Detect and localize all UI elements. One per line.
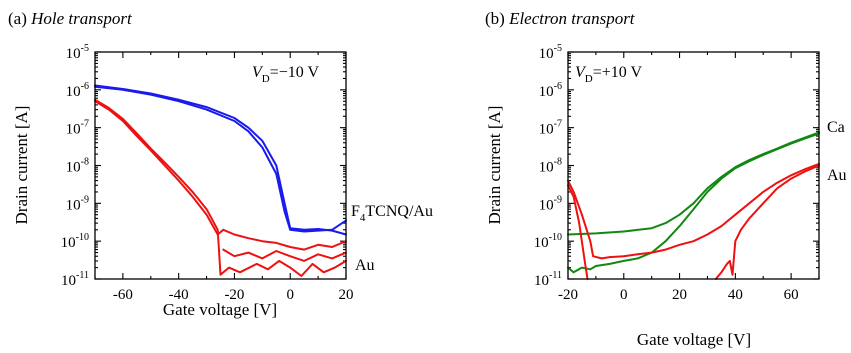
panel-a-ytick-label: 10-8 bbox=[66, 157, 89, 176]
panel-a-ytick-label: 10-5 bbox=[66, 43, 89, 62]
panel-b-series-label-au: Au bbox=[827, 167, 847, 184]
panel-b-curve-au-2 bbox=[714, 164, 820, 280]
panel-b-xtick-label: 40 bbox=[728, 287, 743, 303]
panel-a-title: (a) Hole transport bbox=[8, 9, 133, 28]
panel-a-ytick-label: 10-9 bbox=[66, 194, 89, 213]
panel-a-series-label-f4tcnq: F4TCNQ/Au bbox=[351, 203, 433, 224]
panel-a-curve-f-0 bbox=[94, 85, 347, 233]
panel-a-ytick-label: 10-11 bbox=[61, 270, 89, 289]
panel-a-xtick-label: 20 bbox=[339, 287, 354, 303]
panel-a-xtick-label: 0 bbox=[286, 287, 294, 303]
panel-b-xtick-label: 0 bbox=[620, 287, 628, 303]
panel-a-ytick-label: 10-6 bbox=[66, 81, 89, 100]
panel-b-curves bbox=[567, 131, 820, 280]
panel-a-ticks: -60 -40 -20 0 20 10-11 10-10 10-9 10-8 10-7 10-6 10… bbox=[61, 43, 354, 303]
panel-a-xtick-label: -40 bbox=[169, 287, 189, 303]
panel-b-xtick-label: -20 bbox=[558, 287, 578, 303]
panel-a-title-text: Hole transport bbox=[30, 9, 133, 28]
panel-a-xlabel: Gate voltage [V] bbox=[163, 300, 277, 319]
panel-a-label: (a) bbox=[8, 9, 27, 28]
panel-b-title-text: Electron transport bbox=[508, 9, 636, 28]
panel-a-curve-au-1 bbox=[94, 98, 347, 277]
panel-a-ytick-label: 10-10 bbox=[61, 232, 89, 251]
panel-a-xtick-label: -60 bbox=[113, 287, 133, 303]
panel-b-plot-frame bbox=[567, 51, 820, 280]
panel-b-ytick-label: 10-9 bbox=[539, 194, 562, 213]
panel-b-curve-ca-1 bbox=[567, 132, 820, 274]
panel-a-curves bbox=[94, 84, 347, 277]
panel-b-annotation: VD=+10 V bbox=[575, 64, 642, 85]
panel-b-ticks: -20 0 20 40 60 10-11 10-10 10-9 10-8 10-7 10-6 10-5 bbox=[534, 43, 820, 303]
panel-b-curve-au-0 bbox=[567, 162, 820, 260]
panel-b-label: (b) bbox=[485, 9, 505, 28]
panel-b-curve-au-1 bbox=[567, 184, 589, 280]
panel-a-ytick-label: 10-7 bbox=[66, 119, 89, 138]
panel-b-ytick-label: 10-11 bbox=[534, 270, 562, 289]
panel-a-curve-au-0 bbox=[94, 100, 347, 251]
panel-a-curve-f-1 bbox=[94, 84, 347, 236]
panel-b-series-label-ca: Ca bbox=[827, 119, 845, 136]
panel-a-annotation: VD=−10 V bbox=[252, 64, 319, 85]
panel-a: (a) Hole transport -60 -40 -20 0 20 10-11 10-1… bbox=[8, 9, 433, 319]
panel-b-ytick-label: 10-7 bbox=[539, 119, 562, 138]
panel-a-xtick-label: -20 bbox=[224, 287, 244, 303]
panel-b-xtick-label: 20 bbox=[672, 287, 687, 303]
panel-b-xtick-label: 60 bbox=[784, 287, 799, 303]
panel-a-curve-au-2 bbox=[222, 248, 347, 262]
panel-a-series-label-au: Au bbox=[355, 257, 375, 274]
panel-b-ytick-label: 10-5 bbox=[539, 43, 562, 62]
panel-a-ylabel: Drain current [A] bbox=[12, 106, 31, 225]
panel-b-ytick-label: 10-6 bbox=[539, 81, 562, 100]
panel-a-plot-frame bbox=[94, 51, 347, 280]
panel-b-title: (b) Electron transport bbox=[485, 9, 636, 28]
panel-b-ytick-label: 10-10 bbox=[534, 232, 562, 251]
panel-b-xlabel: Gate voltage [V] bbox=[637, 330, 751, 349]
panel-b: (b) Electron transport -20 0 20 40 60 10-11 10… bbox=[485, 9, 847, 349]
panel-b-ytick-label: 10-8 bbox=[539, 157, 562, 176]
panel-b-ylabel: Drain current [A] bbox=[485, 106, 504, 225]
